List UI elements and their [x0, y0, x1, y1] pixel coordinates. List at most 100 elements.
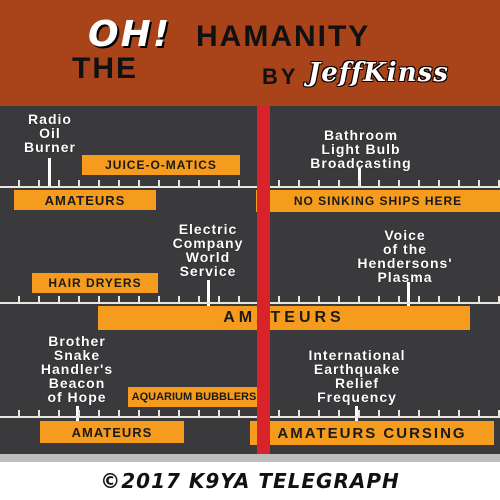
band-amateurs-3: AMATEURS [40, 421, 184, 443]
band-no-sinking-ships: NO SINKING SHIPS HERE [256, 190, 500, 212]
dial-tick [178, 410, 180, 418]
band-juice-o-matics: JUICE-O-MATICS [82, 155, 240, 175]
dial-tick [198, 180, 200, 188]
dial-tick [318, 296, 320, 304]
dial-tick [218, 410, 220, 418]
station-marker-brother-snake-handler [76, 406, 79, 422]
dial-tick [278, 410, 280, 418]
dial-tick [498, 410, 500, 418]
dial-tick [98, 296, 100, 304]
footer-copyright: ©2017 K9YA TELEGRAPH [0, 462, 500, 500]
dial-tick [18, 180, 20, 188]
station-marker-earthquake-relief [355, 406, 358, 422]
dial-tick [398, 180, 400, 188]
dial-tick [478, 296, 480, 304]
dial-tick [378, 410, 380, 418]
band-amateurs-1: AMATEURS [14, 190, 156, 210]
station-label-electric-company: Electric Company World Service [172, 221, 244, 279]
tick-row-3 [0, 410, 500, 422]
dial-tick [238, 296, 240, 304]
dial-tick [298, 296, 300, 304]
dial-tick [358, 410, 360, 418]
dial-tick [438, 296, 440, 304]
dial-tick [18, 410, 20, 418]
dial-tick [38, 180, 40, 188]
dial-tick [198, 410, 200, 418]
dial-needle [257, 106, 270, 454]
dial-tick [418, 296, 420, 304]
title-banner: OH! HAMANITY THE BY JeffKinss [0, 0, 500, 106]
dial-tick [238, 180, 240, 188]
dial-tick [238, 410, 240, 418]
dial-tick [158, 180, 160, 188]
station-marker-hendersons-plasma [407, 282, 410, 306]
author-signature: JeffKinss [308, 58, 449, 88]
dial-tick [458, 180, 460, 188]
dial-tick [218, 296, 220, 304]
dial-tick [38, 410, 40, 418]
dial-tick [478, 410, 480, 418]
dial-tick [418, 180, 420, 188]
dial-tick [338, 410, 340, 418]
dial-tick [38, 296, 40, 304]
title-the: THE [72, 52, 138, 85]
dial-tick [378, 296, 380, 304]
dial-tick [358, 180, 360, 188]
title-hamanity: HAMANITY [196, 20, 371, 53]
tick-row-2 [0, 296, 500, 308]
dial-tick [438, 410, 440, 418]
dial-tick [318, 180, 320, 188]
station-marker-bathroom [358, 168, 361, 188]
dial-tick [478, 180, 480, 188]
dial-tick [158, 296, 160, 304]
dial-tick [138, 296, 140, 304]
dial-tick [118, 180, 120, 188]
dial-tick [78, 180, 80, 188]
band-amateurs-cursing: AMATEURS CURSING [250, 421, 494, 445]
station-marker-radio-oil-burner [48, 158, 51, 188]
dial-tick [278, 180, 280, 188]
dial-tick [358, 296, 360, 304]
band-hair-dryers: HAIR DRYERS [32, 273, 158, 293]
dial-tick [78, 296, 80, 304]
station-label-brother-snake-handler: Brother Snake Handler's Beacon of Hope [40, 333, 114, 405]
title-oh: OH! [88, 14, 172, 55]
dial-tick [198, 296, 200, 304]
dial-tick [18, 296, 20, 304]
dial-tick [338, 180, 340, 188]
band-aquarium-bubblers: AQUARIUM BUBBLERS [128, 387, 260, 407]
station-marker-electric-company [207, 280, 210, 306]
dial-tick [378, 180, 380, 188]
dial-tick [98, 180, 100, 188]
band-amateurs-2: AMATEURS [98, 306, 470, 330]
station-label-hendersons-plasma: Voice of the Hendersons' Plasma [357, 227, 453, 285]
dial-tick [118, 410, 120, 418]
dial-tick [178, 296, 180, 304]
dial-tick [398, 410, 400, 418]
station-label-radio-oil-burner: Radio Oil Burner [24, 111, 76, 155]
dial-tick [298, 410, 300, 418]
dial-tick [398, 296, 400, 304]
station-label-bathroom: Bathroom Light Bulb Broadcasting [310, 127, 412, 171]
dial-tick [438, 180, 440, 188]
dial-tick [58, 180, 60, 188]
dial-tick [458, 410, 460, 418]
dial-tick [418, 410, 420, 418]
dial-tick [498, 180, 500, 188]
dial-tick [78, 410, 80, 418]
station-label-earthquake-relief: International Earthquake Relief Frequenc… [308, 347, 406, 405]
dial-tick [58, 410, 60, 418]
dial-tick [158, 410, 160, 418]
dial-tick [298, 180, 300, 188]
dial-tick [118, 296, 120, 304]
dial-tick [138, 180, 140, 188]
dial-tick [98, 410, 100, 418]
dial-tick [278, 296, 280, 304]
dial-tick [458, 296, 460, 304]
dial-tick [318, 410, 320, 418]
dial-tick [178, 180, 180, 188]
title-by: BY [262, 64, 299, 89]
footer-divider [0, 454, 500, 462]
dial-tick [338, 296, 340, 304]
dial-tick [218, 180, 220, 188]
